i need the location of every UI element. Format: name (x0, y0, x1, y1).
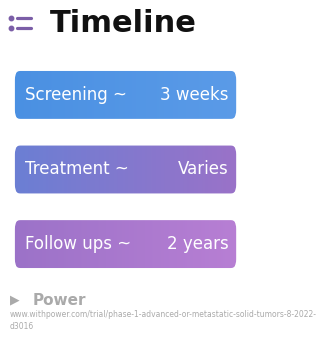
Text: Varies: Varies (178, 160, 228, 179)
Text: Timeline: Timeline (50, 9, 197, 38)
Text: Screening ~: Screening ~ (25, 86, 127, 104)
Text: www.withpower.com/trial/phase-1-advanced-or-metastatic-solid-tumors-8-2022-
d301: www.withpower.com/trial/phase-1-advanced… (10, 310, 317, 331)
Text: 3 weeks: 3 weeks (160, 86, 228, 104)
Text: Follow ups ~: Follow ups ~ (25, 235, 131, 253)
Text: 2 years: 2 years (167, 235, 228, 253)
Text: Power: Power (33, 293, 86, 307)
Text: ▶: ▶ (10, 294, 20, 306)
Text: Treatment ~: Treatment ~ (25, 160, 129, 179)
